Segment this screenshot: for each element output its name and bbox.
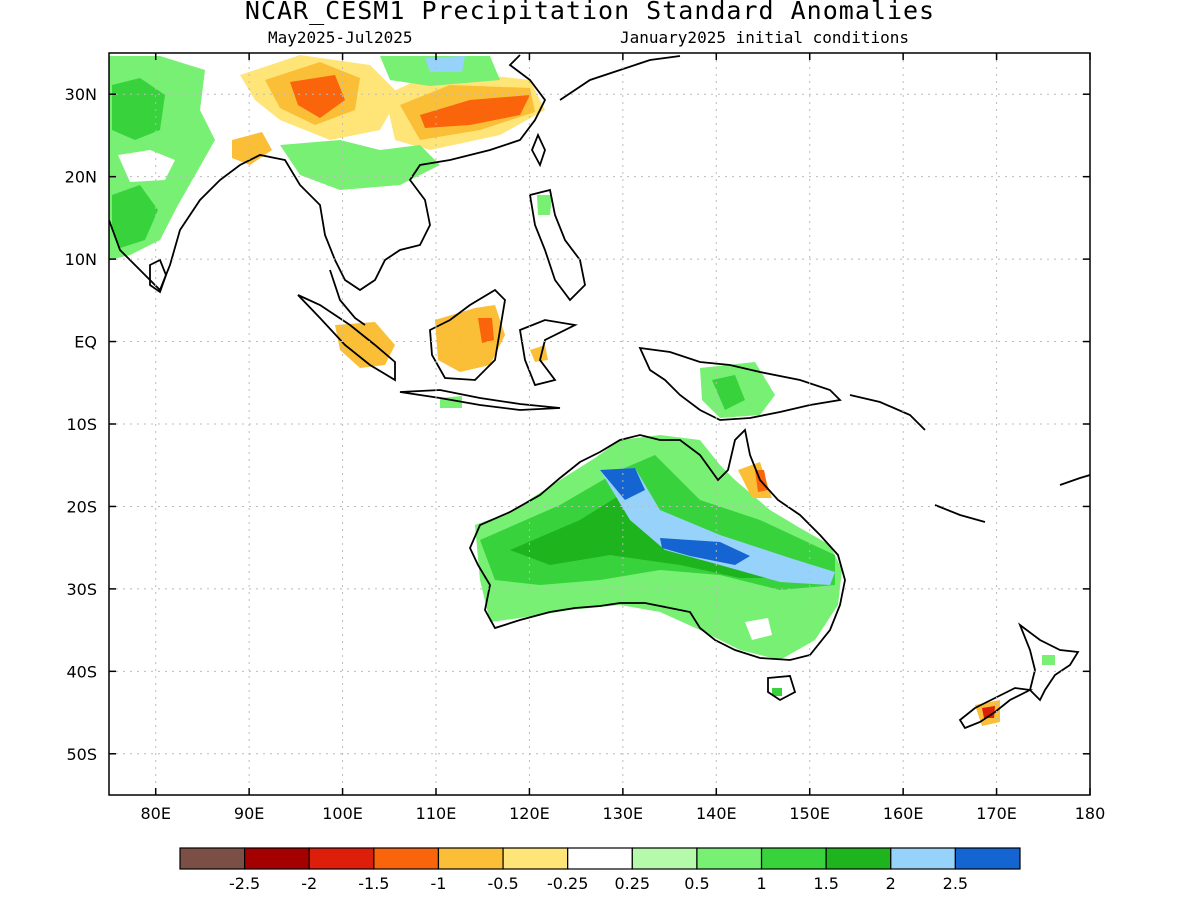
initial-conditions: January2025 initial conditions — [620, 28, 909, 47]
lon-label: 120E — [509, 804, 550, 823]
coast-nz-north — [1017, 622, 1080, 702]
coast-philippines — [528, 188, 586, 302]
anomaly-fields — [109, 55, 1055, 726]
lat-label: 30S — [66, 580, 97, 599]
legend-label: -2.5 — [229, 874, 260, 893]
legend-label: 1.5 — [813, 874, 838, 893]
lon-label: 150E — [789, 804, 830, 823]
lat-label: 10N — [65, 250, 97, 269]
anomaly-tibet-red — [290, 75, 345, 118]
legend-swatch — [696, 847, 763, 870]
anomaly-philippines — [537, 195, 552, 215]
color-legend: -2.5 -2 -1.5 -1 -0.5 -0.25 0.25 0.5 1 1.5 2 2.5 — [179, 847, 1021, 893]
lon-label: 90E — [234, 804, 264, 823]
lon-label: 80E — [140, 804, 170, 823]
legend-label: -1.5 — [358, 874, 389, 893]
legend-swatch — [308, 847, 375, 870]
anomaly-australia-white — [745, 618, 772, 640]
lat-label: EQ — [74, 333, 97, 352]
anomaly-australia-lightblue — [600, 468, 835, 585]
coast-solomon — [849, 394, 926, 431]
legend-swatch — [244, 847, 310, 870]
anomaly-india-wet-core — [112, 78, 165, 140]
anomaly-india-wet-sw — [112, 185, 158, 248]
legend-label: 0.5 — [684, 874, 709, 893]
coast-java — [399, 389, 561, 411]
legend-swatch — [437, 847, 504, 870]
axis-ticks: 30N 20N 10N EQ 10S 20S 30S 40S 50S 80E 90E 100E 110E… — [65, 53, 1106, 823]
lon-label: 160E — [883, 804, 924, 823]
legend-label: 2.5 — [943, 874, 968, 893]
legend-label: 1 — [756, 874, 766, 893]
coast-sulawesi — [518, 319, 578, 387]
gridlines — [109, 53, 1090, 795]
legend-label: 2 — [886, 874, 896, 893]
anomaly-sulawesi — [530, 345, 548, 362]
coast-japan — [559, 55, 681, 101]
legend-swatch — [373, 847, 440, 870]
lon-label: 170E — [976, 804, 1017, 823]
anomaly-tasmania — [772, 688, 782, 696]
anomaly-sumatra — [335, 322, 395, 368]
lon-label: 140E — [696, 804, 737, 823]
legend-label: -2 — [301, 874, 317, 893]
legend-label: -0.25 — [547, 874, 588, 893]
anomaly-bay-orange — [232, 132, 272, 165]
coast-asia — [109, 54, 547, 292]
map-title: NCAR_CESM1 Precipitation Standard Anomal… — [244, 0, 936, 25]
legend-swatch — [760, 847, 827, 870]
lat-label: 50S — [66, 745, 97, 764]
coastlines — [109, 54, 1090, 730]
anomaly-sechina-green — [280, 140, 440, 190]
legend-swatch — [631, 847, 698, 870]
coast-borneo — [429, 288, 506, 381]
anomaly-china-red — [420, 95, 530, 128]
lon-label: 100E — [322, 804, 363, 823]
lon-label: 130E — [603, 804, 644, 823]
legend-label: -1 — [430, 874, 446, 893]
legend-swatch — [179, 847, 246, 870]
legend-swatch — [502, 847, 569, 870]
legend-swatch — [954, 847, 1021, 870]
anomaly-australia-blue-north — [600, 468, 645, 500]
lat-label: 20N — [65, 168, 97, 187]
anomaly-india-white — [118, 150, 175, 182]
lat-label: 40S — [66, 662, 97, 681]
forecast-period: May2025-Jul2025 — [268, 28, 413, 47]
anomaly-nz-north — [1042, 655, 1055, 665]
coast-srilanka — [149, 258, 167, 294]
coast-fiji — [1059, 474, 1090, 486]
anomaly-australia-blue-central — [660, 538, 750, 565]
lat-label: 10S — [66, 415, 97, 434]
legend-swatch — [567, 847, 633, 870]
lon-label: 180 — [1075, 804, 1106, 823]
coast-nz-south — [958, 687, 1034, 730]
legend-label: -0.5 — [487, 874, 518, 893]
lat-label: 30N — [65, 85, 97, 104]
lat-label: 20S — [66, 497, 97, 516]
coast-vanuatu — [934, 504, 986, 523]
legend-swatch — [890, 847, 956, 870]
coast-sumatra — [297, 294, 396, 382]
coast-taiwan — [531, 132, 546, 168]
anomaly-newguinea-core — [712, 375, 745, 410]
legend-label: 0.25 — [614, 874, 650, 893]
anomaly-borneo-red — [478, 318, 494, 343]
coast-tasmania — [767, 675, 797, 702]
anomaly-borneo — [435, 305, 505, 372]
legend-swatch — [825, 847, 892, 870]
coast-malay — [329, 269, 366, 326]
anomaly-north-blue — [425, 56, 465, 72]
lon-label: 110E — [416, 804, 457, 823]
